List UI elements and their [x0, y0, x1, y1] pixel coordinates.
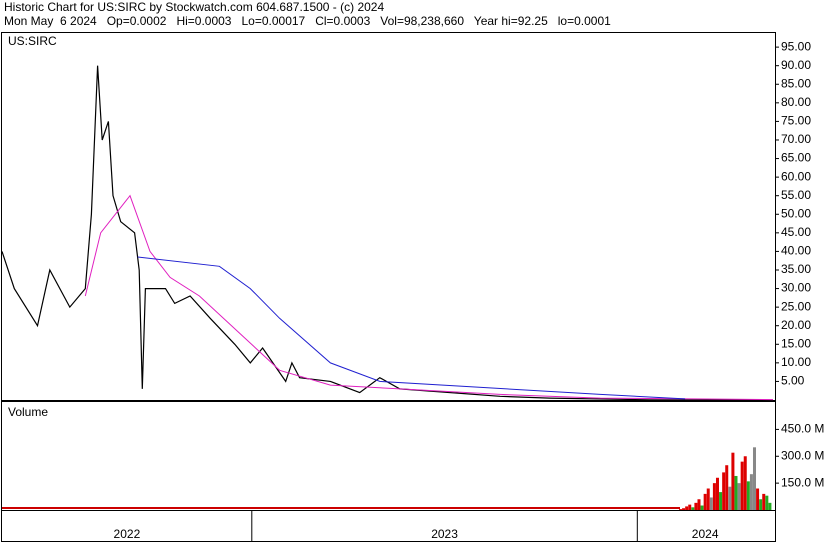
volume-bar [725, 465, 729, 510]
y-tick-label: 10.00 [781, 355, 811, 369]
volume-bar [734, 475, 738, 510]
y-tick-label: 30.00 [781, 281, 811, 295]
volume-bar [737, 483, 741, 510]
y-tick-label: 50.00 [781, 206, 811, 220]
price-line [84, 194, 774, 401]
volume-bar [715, 477, 719, 510]
volume-bar [743, 456, 747, 510]
volume-bar [749, 474, 753, 510]
y-tick-label: 450.0 M [781, 422, 824, 436]
volume-bar [712, 483, 716, 510]
y-tick-label: 15.00 [781, 336, 811, 350]
volume-bar [759, 499, 763, 510]
volume-bar [697, 499, 701, 510]
y-tick-label: 55.00 [781, 188, 811, 202]
volume-bar [700, 505, 704, 510]
volume-bar [731, 452, 735, 510]
y-tick-label: 65.00 [781, 151, 811, 165]
price-line [1, 65, 774, 401]
volume-bar [694, 502, 698, 510]
year-label: 2024 [692, 527, 719, 541]
y-tick-label: 40.00 [781, 244, 811, 258]
volume-bar [678, 509, 682, 510]
date-axis [1, 510, 776, 542]
y-tick-label: 300.0 M [781, 448, 824, 462]
price-line [137, 256, 686, 400]
volume-bar [752, 447, 756, 510]
volume-bar [691, 507, 695, 510]
y-tick-label: 95.00 [781, 39, 811, 53]
volume-label: Volume [8, 405, 48, 419]
year-label: 2022 [114, 527, 141, 541]
volume-bar [740, 461, 744, 510]
volume-bar [765, 495, 769, 510]
volume-bar [706, 488, 710, 510]
volume-bar [682, 508, 686, 510]
header-line: Historic Chart for US:SIRC by Stockwatch… [4, 0, 384, 14]
volume-bar [703, 493, 707, 510]
y-tick-label: 70.00 [781, 132, 811, 146]
y-tick-label: 5.00 [781, 374, 805, 388]
y-tick-label: 20.00 [781, 318, 811, 332]
volume-bar [719, 492, 723, 510]
volume-bar [688, 504, 692, 510]
y-tick-label: 60.00 [781, 169, 811, 183]
header-line: Mon May 6 2024 Op=0.0002 Hi=0.0003 Lo=0.… [4, 14, 611, 28]
volume-bar [709, 497, 713, 510]
year-label: 2023 [431, 527, 458, 541]
symbol-label: US:SIRC [8, 34, 57, 48]
y-tick-label: 80.00 [781, 95, 811, 109]
y-tick-label: 150.0 M [781, 475, 824, 489]
volume-bar [756, 488, 760, 510]
volume-bar [768, 502, 772, 510]
price-panel [1, 32, 776, 401]
y-tick-label: 35.00 [781, 262, 811, 276]
volume-bar [722, 472, 726, 510]
y-tick-label: 25.00 [781, 299, 811, 313]
y-tick-label: 85.00 [781, 76, 811, 90]
volume-bar [685, 506, 689, 510]
volume-bar [746, 481, 750, 510]
y-tick-label: 90.00 [781, 58, 811, 72]
y-tick-label: 45.00 [781, 225, 811, 239]
y-tick-label: 75.00 [781, 114, 811, 128]
volume-bar [762, 493, 766, 510]
volume-bar [728, 486, 732, 510]
